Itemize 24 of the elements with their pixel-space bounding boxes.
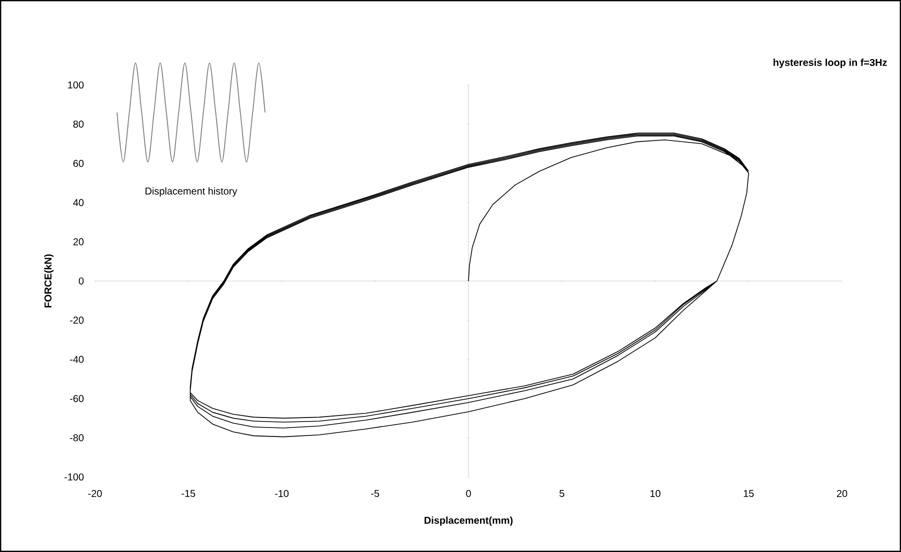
annotation: Displacement history (146, 187, 238, 197)
x-tick-label: 15 (744, 490, 754, 497)
y-tick-label: -80 (70, 434, 84, 442)
chart-title: hysteresis loop in f=3Hz (774, 58, 887, 68)
y-tick-label: -40 (70, 356, 84, 363)
x-tick-label: -10 (274, 490, 289, 498)
y-tick-label: 40 (73, 199, 84, 206)
y-tick-label: 60 (73, 160, 84, 167)
x-tick-label: 0 (466, 490, 471, 498)
x-tick-label: -5 (371, 490, 380, 497)
y-tick-label: -60 (70, 395, 84, 402)
x-tick-label: -15 (182, 490, 196, 497)
y-tick-label: 0 (78, 277, 84, 285)
y-tick-label: -20 (70, 316, 84, 324)
x-tick-label: 5 (560, 490, 564, 497)
x-axis-title: Displacement(mm) (424, 516, 513, 526)
x-tick-label: 20 (836, 490, 848, 498)
x-tick-label: -20 (88, 490, 102, 498)
y-tick-label: 100 (68, 81, 84, 89)
y-tick-label: 80 (73, 120, 84, 128)
y-tick-label: -100 (64, 473, 84, 481)
y-axis-title: FORCE(kN) (44, 254, 54, 308)
y-tick-label: 20 (73, 238, 84, 246)
x-tick-label: 10 (650, 490, 660, 498)
